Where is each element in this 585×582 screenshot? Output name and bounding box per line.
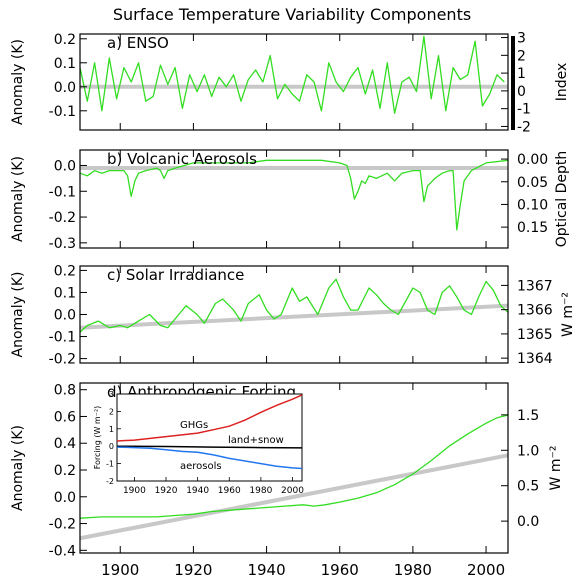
- right-tick-label: 1364: [517, 351, 553, 367]
- panel-label: b) Volcanic Aerosols: [107, 150, 257, 168]
- y-tick-label: -0.2: [49, 517, 76, 533]
- right-tick-label: 2: [517, 48, 526, 64]
- inset-legend-aerosols: aerosols: [180, 461, 222, 472]
- inset-series-line: [116, 446, 303, 470]
- y-tick-label: 0.2: [54, 32, 76, 48]
- y-tick-label: 0.0: [54, 158, 76, 174]
- right-tick-label: 1367: [517, 278, 553, 294]
- x-tick-label: 1960: [321, 561, 359, 579]
- inset-x-tick-label: 1960: [218, 486, 241, 496]
- y-tick-label: 0.0: [54, 490, 76, 506]
- inset-y-tick-label: 1: [109, 425, 114, 434]
- inset-x-tick-label: 1980: [249, 486, 272, 496]
- y-tick-label: 0.2: [54, 463, 76, 479]
- reference-line: [79, 453, 509, 541]
- y-tick-label: 0.8: [54, 383, 76, 399]
- panel-1: 0.2 0.1 0.0 -0.1 32 1 0 -1-2 Index Anomaly (K) a) …: [10, 31, 570, 136]
- y-tick-label: 0.6: [54, 409, 76, 425]
- right-tick-label: 0.15: [517, 220, 548, 236]
- panel-label: a) ENSO: [107, 34, 169, 52]
- y-axis-label: Anomaly (K): [10, 425, 26, 511]
- y-tick-label: 0.1: [54, 56, 76, 72]
- panel-4: 0.8 0.6 0.4 0.2 0.0 -0.2 -0.4 1.5 1.0 0.5 0.0 W m⁻²…: [10, 382, 564, 579]
- inset-y-tick-label: -2: [106, 477, 114, 486]
- y-tick-label: -0.1: [49, 330, 76, 346]
- x-tick-label: 1980: [394, 561, 432, 579]
- y-tick-label: -0.4: [49, 543, 76, 559]
- y-axis-label: Anomaly (K): [10, 39, 26, 125]
- panel-3: 0.2 0.1 0.0 -0.1 -0.2 1367 1366 1365 1364 W m⁻² An…: [10, 263, 576, 367]
- inset-x-tick-label: 1940: [186, 486, 209, 496]
- y-tick-label: -0.2: [49, 210, 76, 226]
- right-tick-label: 1.5: [517, 408, 539, 424]
- inset-y-tick-label: 0: [109, 442, 114, 451]
- y-tick-label: -0.1: [49, 104, 76, 120]
- inset-y-tick-label: 2: [109, 407, 114, 416]
- y-tick-label: 0.1: [54, 285, 76, 301]
- reference-line: [79, 303, 509, 330]
- y-tick-label: 0.4: [54, 436, 76, 452]
- x-tick-label: 1900: [101, 561, 139, 579]
- x-tick-label: 2000: [467, 561, 505, 579]
- right-axis-label: W m⁻²: [548, 446, 564, 491]
- plot-frame: [79, 382, 509, 554]
- y-tick-label: 0.0: [54, 308, 76, 324]
- series-line: [79, 278, 509, 333]
- right-axis-label: Optical Depth: [554, 151, 570, 248]
- right-tick-label: 1366: [517, 303, 553, 319]
- right-tick-label: 0: [517, 84, 526, 100]
- right-tick-label: 0.5: [517, 479, 539, 495]
- x-tick-label: 1940: [247, 561, 285, 579]
- inset-legend-ghgs: GHGs: [180, 420, 208, 431]
- plot-frame: [79, 149, 509, 249]
- right-tick-label: -1: [517, 102, 531, 118]
- inset-x-tick-label: 1920: [155, 486, 178, 496]
- right-tick-label: 0.05: [517, 175, 548, 191]
- y-tick-label: 0.2: [54, 263, 76, 279]
- right-tick-label: 1365: [517, 327, 553, 343]
- right-tick-label: 0.10: [517, 197, 548, 213]
- series-line: [79, 159, 509, 231]
- x-tick-label: 1920: [174, 561, 212, 579]
- inset-series-line: [116, 445, 303, 449]
- right-tick-label: -2: [517, 119, 531, 135]
- right-tick-label: 0.0: [517, 514, 539, 530]
- inset-series-line: [116, 394, 303, 442]
- y-tick-label: -0.2: [49, 352, 76, 368]
- inset-legend-landsnow: land+snow: [228, 435, 284, 446]
- inset-chart: 3 2 1 0 -1 -2 1900 1920 1940 1960 1980 2000 Forcing …: [93, 390, 304, 496]
- right-tick-label: 1.0: [517, 443, 539, 459]
- y-axis-label: Anomaly (K): [10, 272, 26, 358]
- inset-x-tick-label: 1900: [123, 486, 146, 496]
- plot-frame: [79, 33, 509, 131]
- right-tick-label: 1: [517, 66, 526, 82]
- panel-2: 0.0 -0.1 -0.2 -0.3 0.00 0.05 0.10 0.15 Optical D…: [10, 149, 570, 252]
- right-axis-label: W m⁻²: [560, 292, 576, 337]
- y-tick-label: 0.0: [54, 80, 76, 96]
- right-tick-label: 3: [517, 31, 526, 47]
- inset-y-tick-label: -1: [106, 460, 114, 469]
- panel-label: c) Solar Irradiance: [107, 266, 244, 284]
- y-tick-label: -0.3: [49, 236, 76, 252]
- figure-title: Surface Temperature Variability Componen…: [113, 5, 471, 24]
- series-line: [79, 35, 505, 114]
- inset-x-tick-label: 2000: [281, 486, 304, 496]
- right-tick-label: 0.00: [517, 152, 548, 168]
- y-tick-label: -0.1: [49, 184, 76, 200]
- series-line: [79, 414, 509, 519]
- right-axis-label: Index: [554, 63, 570, 102]
- inset-y-tick-label: 3: [109, 390, 114, 399]
- y-axis-label: Anomaly (K): [10, 156, 26, 242]
- inset-y-axis-label: Forcing (W m⁻²): [93, 406, 102, 470]
